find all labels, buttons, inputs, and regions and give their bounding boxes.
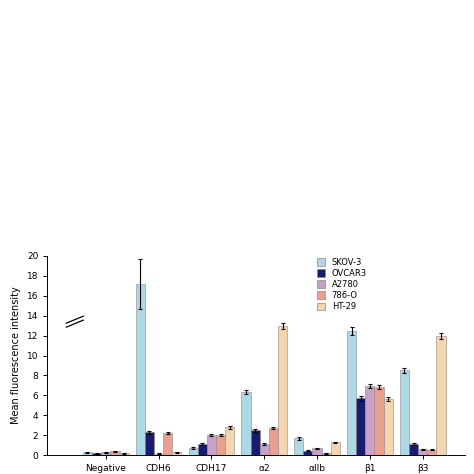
Bar <box>418 449 427 455</box>
Y-axis label: Mean fluorescence intensity: Mean fluorescence intensity <box>11 287 21 424</box>
Legend: SKOV-3, OVCAR3, A2780, 786-O, HT-29: SKOV-3, OVCAR3, A2780, 786-O, HT-29 <box>315 256 369 313</box>
Bar <box>110 451 119 455</box>
Bar <box>409 444 418 455</box>
Bar <box>145 432 154 455</box>
Bar <box>163 433 173 455</box>
Bar <box>437 336 446 455</box>
Bar <box>260 444 269 455</box>
Bar <box>250 430 260 455</box>
Bar <box>189 448 198 455</box>
Bar <box>136 284 145 455</box>
Bar <box>101 452 110 455</box>
Bar <box>241 392 250 455</box>
Bar <box>347 331 356 455</box>
Bar <box>331 442 340 455</box>
Bar <box>198 444 207 455</box>
Bar <box>154 454 163 455</box>
Bar <box>294 438 303 455</box>
Bar <box>303 451 312 455</box>
Bar <box>312 448 322 455</box>
Bar <box>83 452 92 455</box>
Bar <box>278 326 287 455</box>
Bar <box>383 399 393 455</box>
Bar <box>322 453 331 455</box>
Bar <box>400 371 409 455</box>
Bar <box>356 398 365 455</box>
Bar <box>173 452 182 455</box>
Bar <box>427 449 437 455</box>
Bar <box>269 428 278 455</box>
Bar <box>365 386 374 455</box>
Bar <box>374 387 383 455</box>
Bar <box>216 435 225 455</box>
Bar <box>225 427 234 455</box>
Bar <box>92 453 101 455</box>
Bar <box>119 453 128 455</box>
Bar <box>207 435 216 455</box>
